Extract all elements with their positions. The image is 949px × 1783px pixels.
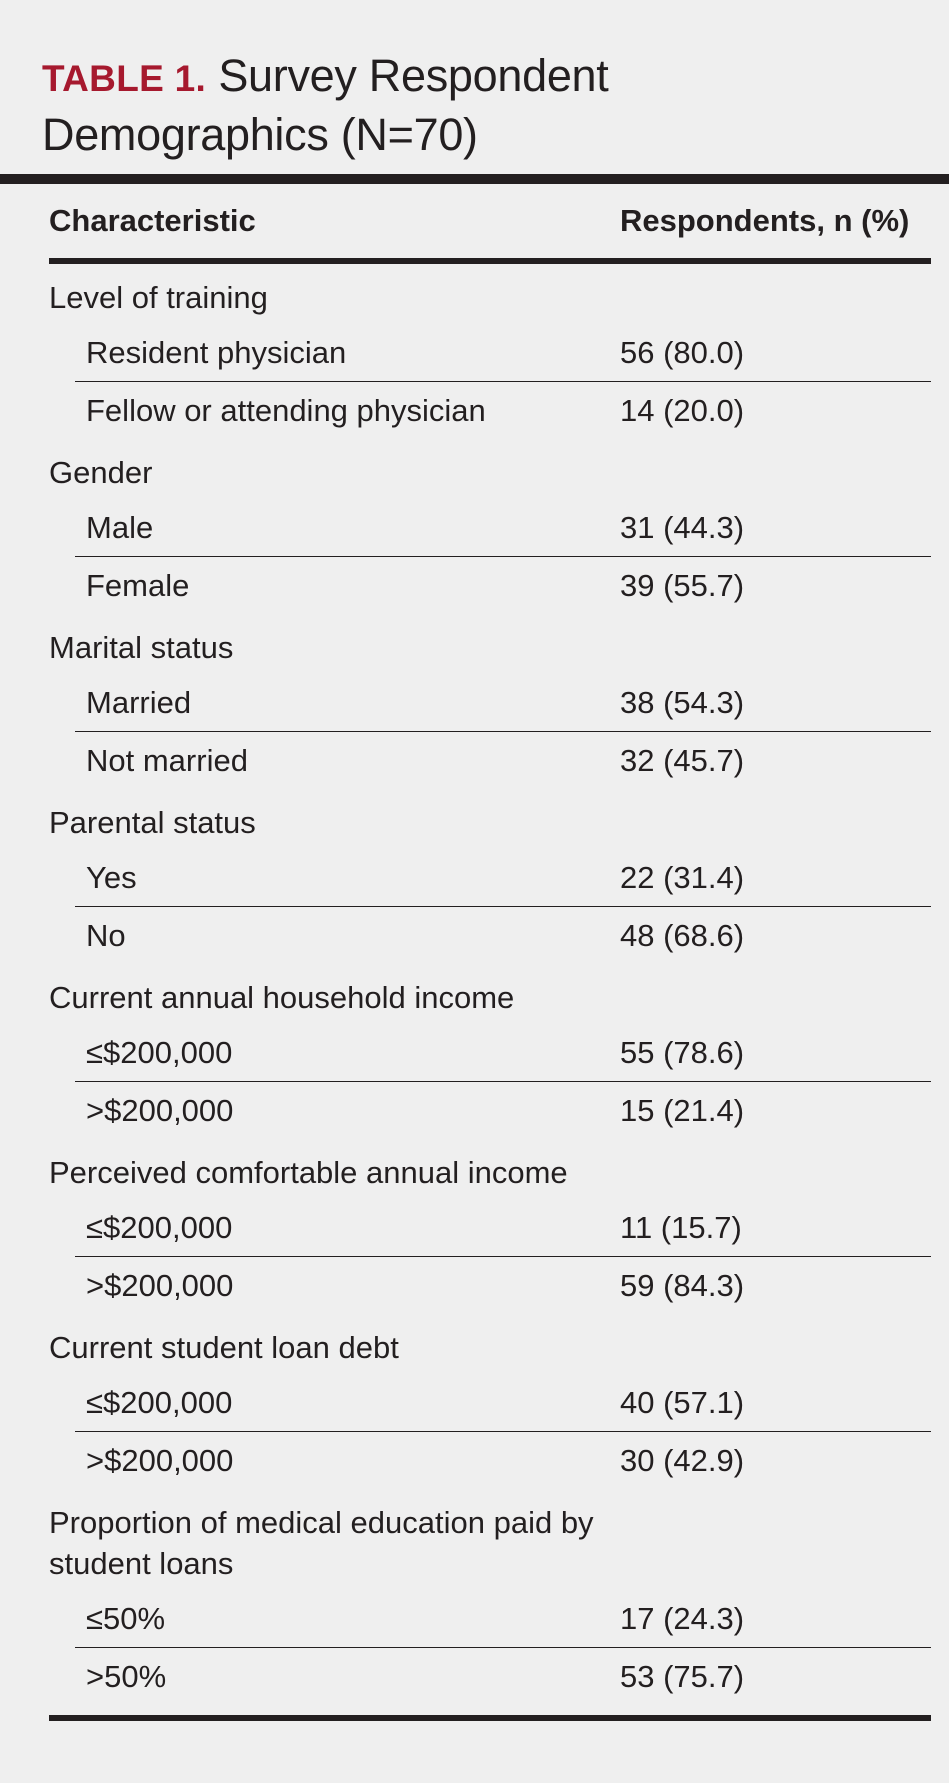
category-row: Proportion of medical education paid by … — [49, 1489, 931, 1590]
row-value: 55 (78.6) — [620, 1035, 745, 1070]
category-row: Level of training — [49, 264, 931, 324]
category-label: Parental status — [49, 805, 256, 840]
table-title: TABLE 1. Survey Respondent Demographics … — [42, 48, 902, 163]
table-row: >$200,000 30 (42.9) — [75, 1432, 931, 1489]
row-value: 30 (42.9) — [620, 1443, 745, 1478]
row-value: 22 (31.4) — [620, 860, 745, 895]
row-label: Resident physician — [86, 335, 347, 370]
category-label: Perceived comfortable annual income — [49, 1155, 568, 1190]
category-row: Current student loan debt — [49, 1314, 931, 1374]
category-row: Gender — [49, 439, 931, 499]
table-row: Yes 22 (31.4) — [75, 849, 931, 907]
table-title-line1: Survey Respondent — [218, 50, 609, 101]
row-label: ≤$200,000 — [86, 1035, 233, 1070]
table-row: Resident physician 56 (80.0) — [75, 324, 931, 382]
row-label: Male — [86, 510, 154, 545]
row-label: Fellow or attending physician — [86, 393, 486, 428]
row-value: 11 (15.7) — [620, 1210, 742, 1245]
table-row: ≤$200,000 55 (78.6) — [75, 1024, 931, 1082]
table-row: ≤$200,000 11 (15.7) — [75, 1199, 931, 1257]
row-value: 17 (24.3) — [620, 1601, 745, 1636]
table-number-label: TABLE 1. — [42, 58, 207, 99]
category-label: Proportion of medical education paid by … — [49, 1505, 594, 1581]
table-row: Married 38 (54.3) — [75, 674, 931, 732]
header-rule — [49, 258, 931, 264]
table-header-row: Characteristic Respondents, n (%) — [49, 184, 931, 258]
row-label: >$200,000 — [86, 1443, 234, 1478]
category-row: Parental status — [49, 789, 931, 849]
column-header-respondents: Respondents, n (%) — [620, 203, 910, 238]
row-label: No — [86, 918, 126, 953]
demographics-table: Characteristic Respondents, n (%) Level … — [49, 184, 931, 1694]
row-value: 32 (45.7) — [620, 743, 745, 778]
table-row: Fellow or attending physician 14 (20.0) — [75, 382, 931, 439]
row-value: 59 (84.3) — [620, 1268, 745, 1303]
table-body: Level of training Resident physician 56 (8… — [49, 264, 931, 1705]
row-label: >$200,000 — [86, 1268, 234, 1303]
category-row: Perceived comfortable annual income — [49, 1139, 931, 1199]
category-row: Current annual household income — [49, 964, 931, 1024]
table-row: Not married 32 (45.7) — [75, 732, 931, 789]
row-value: 39 (55.7) — [620, 568, 745, 603]
category-label: Current student loan debt — [49, 1330, 399, 1365]
table-row: ≤50% 17 (24.3) — [75, 1590, 931, 1648]
row-value: 56 (80.0) — [620, 335, 745, 370]
row-value: 48 (68.6) — [620, 918, 745, 953]
row-value: 15 (21.4) — [620, 1093, 745, 1128]
row-label: Married — [86, 685, 192, 720]
top-rule — [0, 174, 949, 184]
row-label: >$200,000 — [86, 1093, 234, 1128]
row-label: ≤$200,000 — [86, 1385, 233, 1420]
category-row: Marital status — [49, 614, 931, 674]
category-label: Current annual household income — [49, 980, 515, 1015]
category-label: Marital status — [49, 630, 234, 665]
row-label: Female — [86, 568, 190, 603]
table-row: ≤$200,000 40 (57.1) — [75, 1374, 931, 1432]
row-label: Not married — [86, 743, 248, 778]
row-value: 38 (54.3) — [620, 685, 745, 720]
table-row: Male 31 (44.3) — [75, 499, 931, 557]
row-value: 40 (57.1) — [620, 1385, 745, 1420]
table-row: >50% 53 (75.7) — [75, 1648, 931, 1705]
bottom-rule — [49, 1715, 931, 1721]
category-label: Gender — [49, 455, 153, 490]
row-label: >50% — [86, 1659, 167, 1694]
row-value: 53 (75.7) — [620, 1659, 745, 1694]
row-label: Yes — [86, 860, 137, 895]
row-label: ≤50% — [86, 1601, 166, 1636]
category-label: Level of training — [49, 280, 268, 315]
row-value: 31 (44.3) — [620, 510, 745, 545]
row-value: 14 (20.0) — [620, 393, 745, 428]
table-row: >$200,000 15 (21.4) — [75, 1082, 931, 1139]
column-header-characteristic: Characteristic — [49, 203, 256, 238]
table-row: Female 39 (55.7) — [75, 557, 931, 614]
table-title-line2: Demographics (N=70) — [42, 109, 478, 160]
table-row: >$200,000 59 (84.3) — [75, 1257, 931, 1314]
table-row: No 48 (68.6) — [75, 907, 931, 964]
row-label: ≤$200,000 — [86, 1210, 233, 1245]
